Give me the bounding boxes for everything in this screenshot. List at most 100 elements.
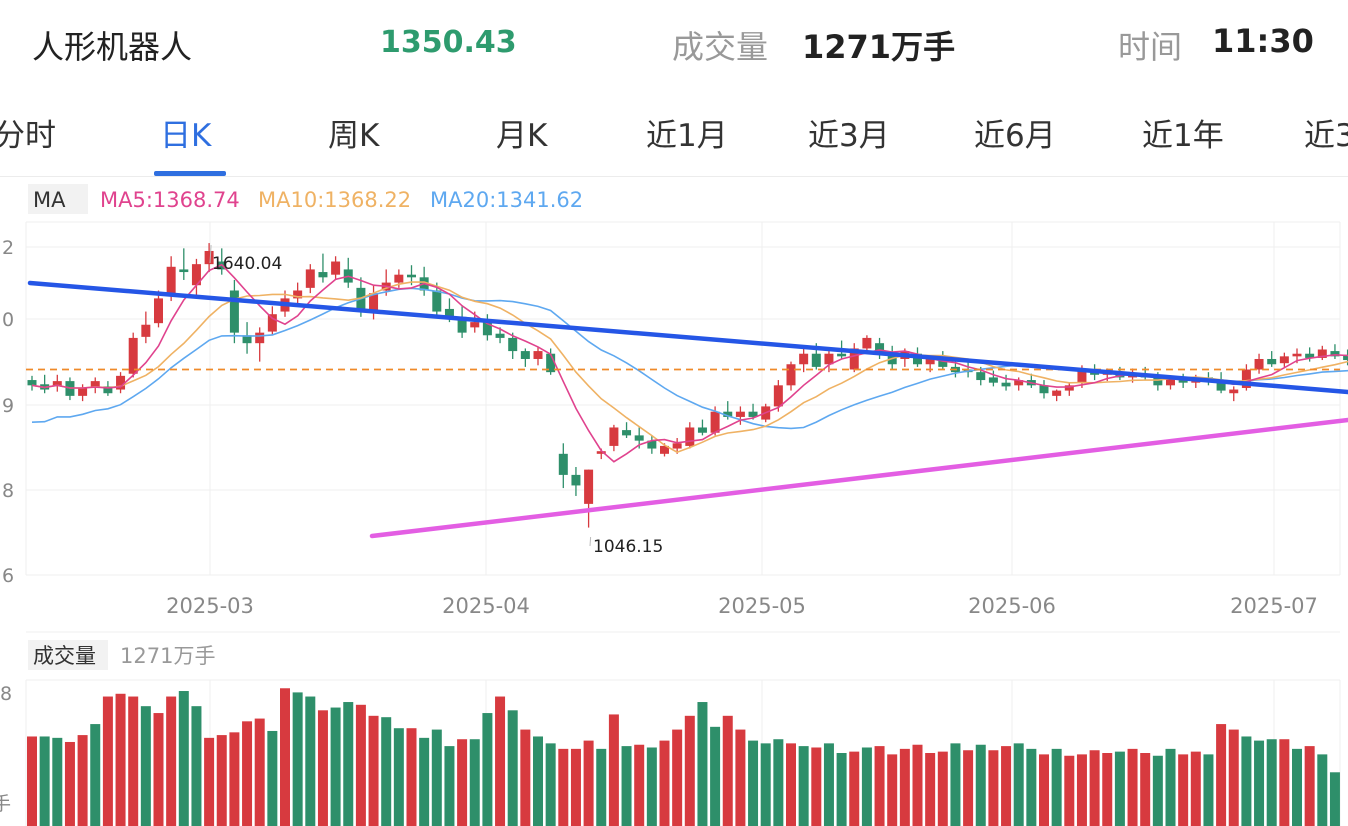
- candle-body: [508, 337, 518, 352]
- candle-body: [305, 269, 315, 288]
- volume-bar: [393, 728, 404, 826]
- volume-bar: [178, 691, 189, 826]
- volume-bar: [1001, 746, 1012, 826]
- candle-body: [1166, 379, 1175, 386]
- tab-1-month[interactable]: 近1月: [646, 118, 728, 154]
- y-tick-label: 8: [2, 480, 14, 502]
- y-tick-label: 2: [2, 237, 14, 259]
- volume-bar: [1203, 754, 1214, 826]
- candle-body: [748, 411, 758, 417]
- x-tick-label: 2025-04: [442, 594, 530, 618]
- volume-bar: [1114, 751, 1125, 826]
- candle-body: [596, 451, 606, 454]
- candle-body: [154, 298, 163, 324]
- volume-bar: [975, 744, 986, 826]
- volume-bar: [254, 718, 265, 826]
- candle-body: [660, 445, 669, 454]
- volume-bar: [836, 753, 847, 826]
- high-leader-line: [209, 245, 212, 264]
- candle-body: [293, 290, 303, 299]
- candle-body: [52, 381, 62, 387]
- price-annotations: 1640.04 1046.15: [209, 245, 663, 557]
- candle-body: [1254, 358, 1264, 370]
- tab-weekly-k[interactable]: 周K: [328, 118, 380, 154]
- candle-body: [622, 430, 632, 436]
- high-price-annotation: 1640.04: [212, 254, 282, 274]
- tab-6-month[interactable]: 近6月: [974, 118, 1056, 154]
- candle-body: [723, 411, 733, 417]
- active-tab-indicator: [154, 171, 226, 176]
- volume-bar: [735, 729, 746, 826]
- volume-bar: [204, 737, 215, 826]
- price-grid: [25, 221, 1341, 576]
- ma20-line: [31, 287, 1348, 430]
- candle-body: [141, 324, 151, 337]
- volume-bar: [115, 693, 126, 826]
- volume-bar: [722, 715, 733, 826]
- trendlines: [26, 280, 1348, 539]
- candle-body: [229, 290, 239, 333]
- volume-bar: [1102, 753, 1113, 826]
- volume-bar: [1178, 754, 1189, 826]
- candle-body: [824, 353, 834, 365]
- candle-body: [103, 386, 113, 394]
- candle-body: [1229, 389, 1239, 394]
- volume-bar: [128, 696, 139, 826]
- volume-bar: [1292, 748, 1302, 826]
- candle-body: [1343, 354, 1348, 361]
- candle-body: [457, 316, 467, 333]
- candle-body: [647, 440, 657, 449]
- tab-daily-k[interactable]: 日K: [160, 118, 212, 154]
- x-tick-label: 2025-03: [166, 594, 254, 618]
- volume-bar: [887, 754, 898, 826]
- volume-bar: [520, 729, 531, 826]
- candle-body: [407, 274, 416, 278]
- tab-3-month[interactable]: 近3月: [808, 118, 890, 154]
- volume-bar: [482, 713, 493, 826]
- volume-bar: [280, 688, 290, 826]
- volume-bar: [533, 736, 543, 826]
- candle-body: [938, 358, 948, 367]
- volume-bar: [545, 743, 556, 826]
- ma20-legend: MA20:1341.62: [430, 188, 583, 212]
- tab-monthly-k[interactable]: 月K: [496, 118, 548, 154]
- ma-button[interactable]: MA: [33, 188, 66, 212]
- volume-bar: [1317, 754, 1328, 826]
- candle-body: [27, 380, 37, 386]
- candle-body: [1330, 351, 1340, 357]
- x-axis-ticks: 2025-03 2025-04 2025-05 2025-06 2025-07: [166, 594, 1318, 618]
- candle-body: [558, 453, 568, 475]
- time-value: 11:30: [1212, 22, 1314, 60]
- time-label: 时间: [1118, 28, 1183, 66]
- volume-bar: [242, 721, 253, 826]
- candle-body: [976, 372, 986, 381]
- candle-body: [773, 385, 783, 407]
- volume-bar: [912, 744, 923, 826]
- y-axis-ticks: 2 0 9 8 6: [2, 237, 14, 587]
- quote-header: 人形机器人 1350.43 成交量 1271万手 时间 11:30: [0, 0, 1348, 90]
- volume-value: 1271万手: [802, 28, 956, 66]
- candle-body: [1267, 358, 1277, 365]
- volume-bar: [1216, 724, 1227, 826]
- volume-bar: [355, 704, 366, 826]
- volume-bar: [1026, 748, 1037, 826]
- volume-bar: [1266, 739, 1277, 826]
- volume-bar: [39, 736, 50, 826]
- volume-bar: [1254, 740, 1265, 826]
- candle-body: [78, 387, 88, 396]
- tab-intraday[interactable]: 分时: [0, 118, 56, 154]
- tab-1-year[interactable]: 近1年: [1142, 118, 1224, 154]
- ma-button-bg[interactable]: [28, 184, 88, 214]
- candle-body: [255, 332, 265, 344]
- volume-bar: [937, 751, 948, 826]
- tab-3-year[interactable]: 近3: [1304, 118, 1348, 154]
- volume-bar: [710, 726, 721, 826]
- volume-bar: [558, 748, 569, 826]
- candle-body: [710, 411, 720, 433]
- candle-body: [444, 308, 454, 317]
- candle-body: [179, 269, 189, 273]
- volume-label-bg: [28, 640, 108, 670]
- candle-body: [1279, 356, 1289, 364]
- candle-body: [356, 287, 366, 312]
